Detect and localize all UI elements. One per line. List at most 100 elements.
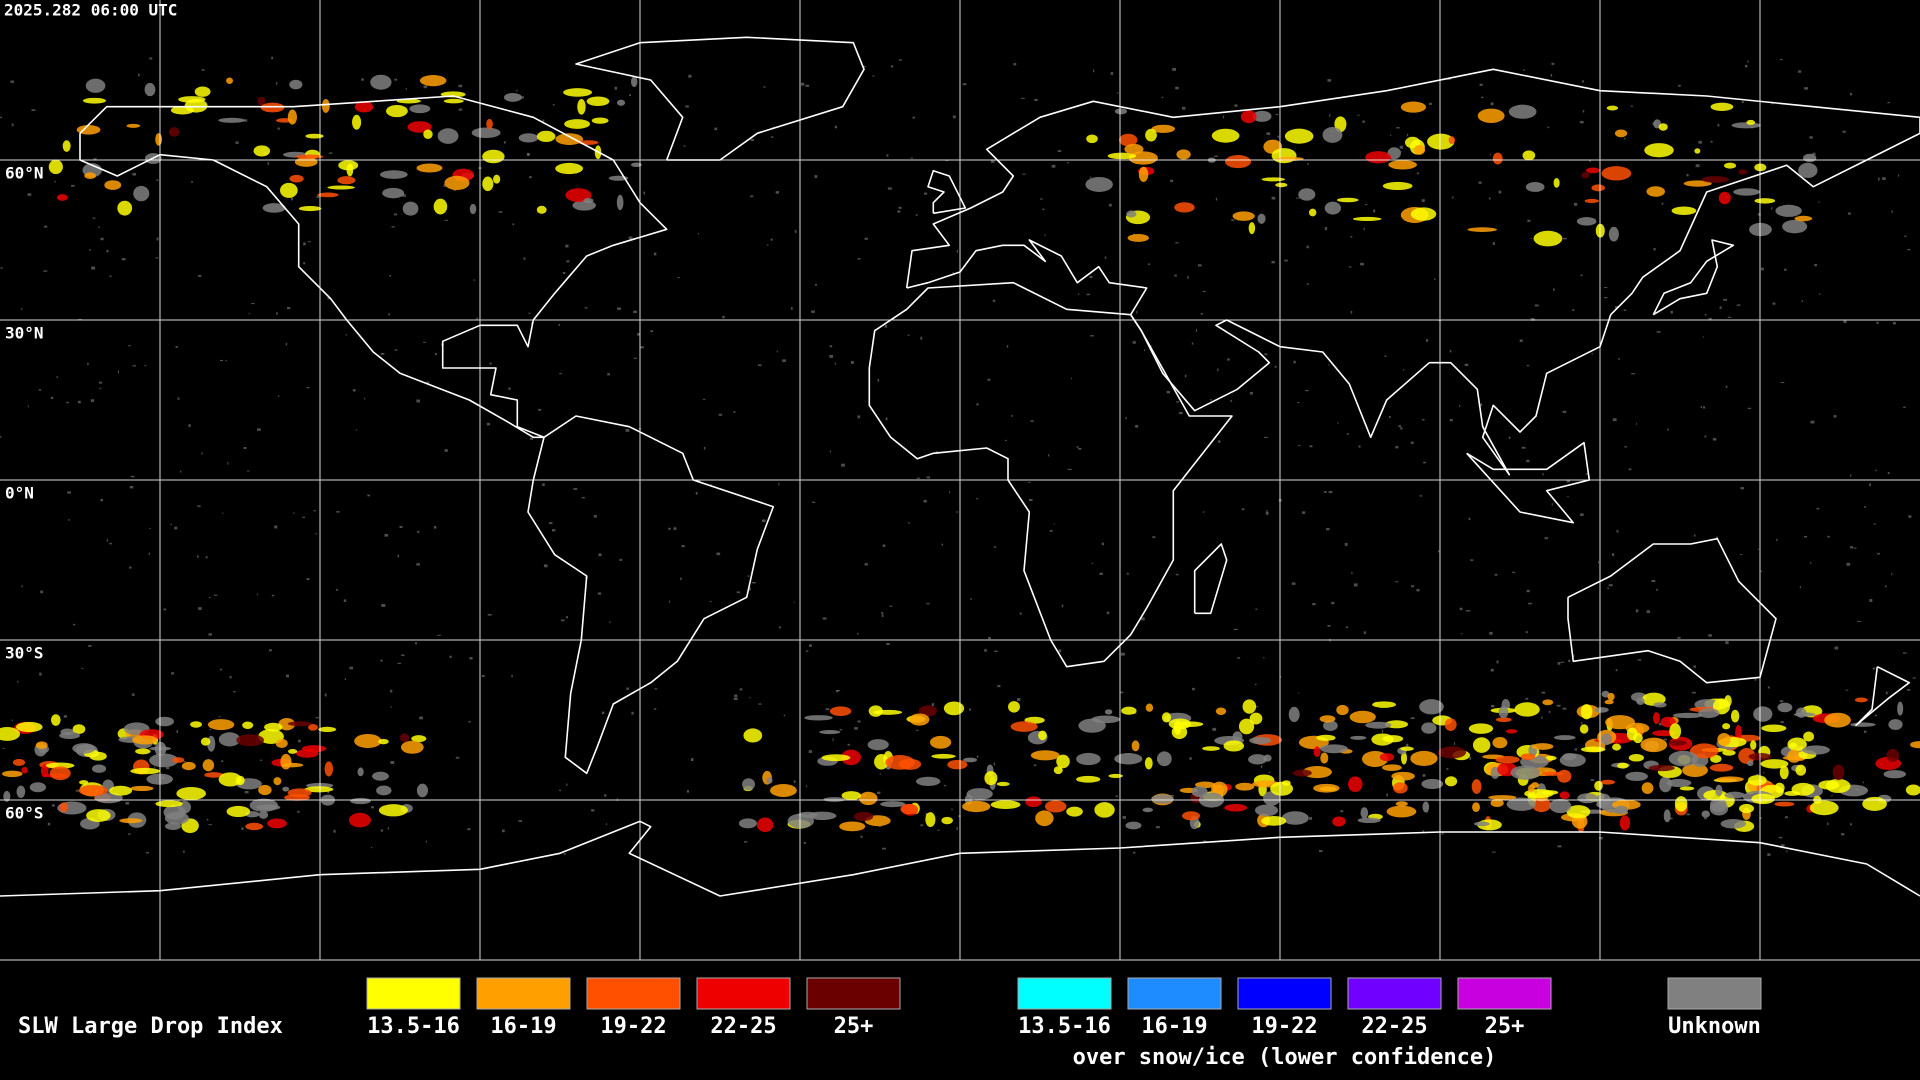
cloud-speck bbox=[1740, 554, 1743, 556]
cloud-speck bbox=[941, 543, 944, 546]
cloud-speck bbox=[749, 696, 751, 699]
drop-index-patch bbox=[1202, 746, 1220, 751]
cloud-speck bbox=[1307, 163, 1309, 165]
cloud-speck bbox=[1717, 123, 1720, 127]
cloud-speck bbox=[778, 482, 780, 486]
cloud-speck bbox=[1478, 181, 1482, 184]
cloud-speck bbox=[183, 761, 186, 763]
drop-index-patch bbox=[1584, 198, 1600, 203]
drop-index-patch bbox=[536, 130, 556, 142]
cloud-speck bbox=[1631, 373, 1636, 375]
cloud-speck bbox=[355, 429, 358, 431]
drop-index-patch bbox=[1056, 754, 1070, 769]
cloud-speck bbox=[1661, 202, 1664, 205]
drop-index-patch bbox=[1730, 709, 1740, 723]
drop-index-patch bbox=[1211, 128, 1240, 143]
cloud-speck bbox=[1381, 729, 1384, 733]
cloud-speck bbox=[1410, 585, 1415, 588]
drop-index-patch bbox=[859, 791, 878, 806]
drop-index-patch bbox=[1606, 105, 1619, 111]
cloud-speck bbox=[1616, 530, 1619, 533]
unknown-patch bbox=[1663, 809, 1671, 823]
cloud-speck bbox=[1470, 559, 1474, 561]
drop-index-patch bbox=[841, 749, 861, 766]
cloud-speck bbox=[1723, 298, 1728, 301]
cloud-speck bbox=[877, 379, 880, 382]
drop-index-patch bbox=[1365, 151, 1392, 164]
cloud-speck bbox=[1423, 461, 1427, 464]
cloud-speck bbox=[1566, 479, 1571, 483]
drop-index-patch bbox=[1151, 124, 1176, 133]
cloud-speck bbox=[235, 141, 239, 144]
cloud-speck bbox=[1590, 779, 1595, 781]
drop-index-patch bbox=[1249, 712, 1263, 725]
cloud-speck bbox=[709, 601, 712, 603]
cloud-speck bbox=[529, 176, 532, 179]
cloud-speck bbox=[349, 666, 354, 670]
cloud-speck bbox=[952, 272, 955, 274]
cloud-speck bbox=[1324, 227, 1328, 231]
unknown-patch bbox=[742, 778, 756, 791]
cloud-speck bbox=[695, 491, 698, 495]
drop-index-patch bbox=[280, 182, 298, 198]
legend-label: 19-22 bbox=[1251, 1014, 1317, 1039]
cloud-speck bbox=[1597, 561, 1599, 564]
cloud-speck bbox=[1708, 317, 1712, 321]
cloud-speck bbox=[956, 250, 959, 253]
cloud-speck bbox=[1637, 659, 1642, 661]
cloud-speck bbox=[1217, 440, 1221, 443]
cloud-speck bbox=[1234, 104, 1238, 107]
drop-index-patch bbox=[1444, 718, 1457, 731]
cloud-speck bbox=[1028, 498, 1033, 502]
cloud-speck bbox=[1175, 573, 1179, 576]
unknown-patch bbox=[1357, 817, 1381, 824]
drop-index-patch bbox=[72, 724, 86, 735]
cloud-speck bbox=[1862, 781, 1864, 784]
cloud-speck bbox=[722, 315, 725, 319]
cloud-speck bbox=[1496, 660, 1499, 664]
unknown-patch bbox=[256, 804, 281, 811]
cloud-speck bbox=[836, 690, 841, 692]
cloud-speck bbox=[889, 605, 893, 607]
cloud-speck bbox=[225, 360, 227, 362]
cloud-speck bbox=[208, 824, 212, 826]
cloud-speck bbox=[1603, 287, 1608, 289]
unknown-patch bbox=[85, 78, 106, 93]
cloud-speck bbox=[394, 349, 398, 351]
cloud-speck bbox=[67, 491, 71, 494]
cloud-speck bbox=[129, 566, 132, 569]
cloud-speck bbox=[248, 313, 250, 315]
cloud-speck bbox=[7, 177, 10, 180]
cloud-speck bbox=[390, 760, 395, 764]
drop-index-patch bbox=[126, 123, 141, 128]
drop-index-patch bbox=[1604, 699, 1614, 705]
cloud-speck bbox=[328, 152, 333, 154]
cloud-speck bbox=[1388, 415, 1391, 419]
drop-index-patch bbox=[204, 772, 224, 778]
drop-index-patch bbox=[1400, 746, 1414, 751]
cloud-speck bbox=[100, 499, 104, 502]
unknown-patch bbox=[1559, 753, 1586, 767]
cloud-speck bbox=[1053, 523, 1055, 525]
drop-index-patch bbox=[962, 800, 991, 813]
drop-index-patch bbox=[868, 705, 883, 717]
cloud-speck bbox=[1843, 320, 1847, 324]
cloud-speck bbox=[1104, 256, 1107, 259]
cloud-speck bbox=[747, 575, 750, 577]
drop-index-patch bbox=[1854, 697, 1868, 703]
cloud-speck bbox=[1013, 63, 1017, 66]
drop-index-patch bbox=[1448, 136, 1455, 144]
drop-index-patch bbox=[1694, 148, 1701, 154]
cloud-speck bbox=[1885, 691, 1888, 695]
unknown-patch bbox=[16, 785, 26, 798]
cloud-speck bbox=[1869, 483, 1871, 487]
drop-index-patch bbox=[104, 180, 122, 190]
drop-index-patch bbox=[1683, 180, 1712, 187]
unknown-patch bbox=[380, 170, 408, 179]
cloud-speck bbox=[1089, 275, 1093, 279]
drop-index-patch bbox=[386, 104, 408, 118]
cloud-speck bbox=[77, 400, 81, 404]
drop-index-patch bbox=[1701, 176, 1729, 183]
cloud-speck bbox=[1873, 523, 1876, 525]
cloud-speck bbox=[548, 522, 553, 525]
